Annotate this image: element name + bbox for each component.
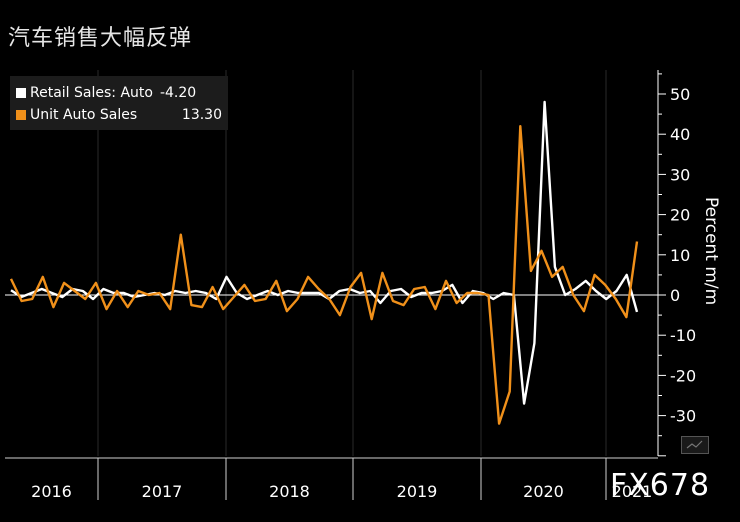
legend-value-unit: 13.30	[181, 107, 222, 123]
axes	[5, 70, 666, 500]
series-lines	[9, 100, 639, 425]
grid-lines	[97, 70, 607, 456]
legend-swatch-unit	[16, 110, 26, 120]
x-year-label: 2021	[612, 482, 653, 501]
legend-label-retail: Retail Sales: Auto	[30, 85, 153, 101]
y-tick-labels: 50 40 30 20 10 0 -10 -20 -30	[670, 85, 696, 426]
x-year-label: 2017	[142, 482, 183, 501]
legend-item-unit: Unit Auto Sales 13.30	[16, 104, 222, 126]
legend: Retail Sales: Auto -4.20 Unit Auto Sales…	[10, 76, 228, 130]
x-year-label: 2016	[31, 482, 72, 501]
watermark: FX678	[610, 468, 711, 503]
x-year-label: 2018	[269, 482, 310, 501]
x-year-labels: 2016 2017 2018 2019 2020 2021	[31, 482, 652, 501]
y-tick-label: 30	[670, 165, 690, 184]
x-year-label: 2020	[523, 482, 564, 501]
legend-item-retail: Retail Sales: Auto -4.20	[16, 82, 196, 104]
y-tick-label: 0	[670, 286, 680, 305]
y-tick-label: -10	[670, 326, 696, 345]
series-line-unit-auto-sales	[9, 124, 639, 425]
y-tick-label: -30	[670, 407, 696, 426]
line-chart-icon[interactable]	[681, 436, 709, 454]
y-tick-label: -20	[670, 366, 696, 385]
legend-swatch-retail	[16, 88, 26, 98]
y-tick-label: 40	[670, 125, 690, 144]
y-axis-label: Percent m/m	[701, 197, 721, 305]
x-year-label: 2019	[397, 482, 438, 501]
legend-value-retail: -4.20	[159, 85, 197, 101]
line-chart-icon-glyph	[686, 440, 703, 449]
y-tick-label: 50	[670, 85, 690, 104]
y-tick-label: 10	[670, 246, 690, 265]
legend-label-unit: Unit Auto Sales	[30, 107, 138, 123]
chart-title: 汽车销售大幅反弹	[8, 26, 193, 51]
y-tick-label: 20	[670, 206, 690, 225]
